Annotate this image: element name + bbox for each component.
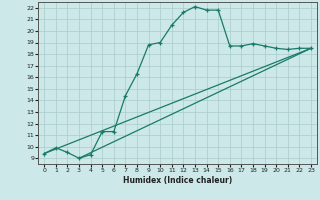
X-axis label: Humidex (Indice chaleur): Humidex (Indice chaleur): [123, 176, 232, 185]
